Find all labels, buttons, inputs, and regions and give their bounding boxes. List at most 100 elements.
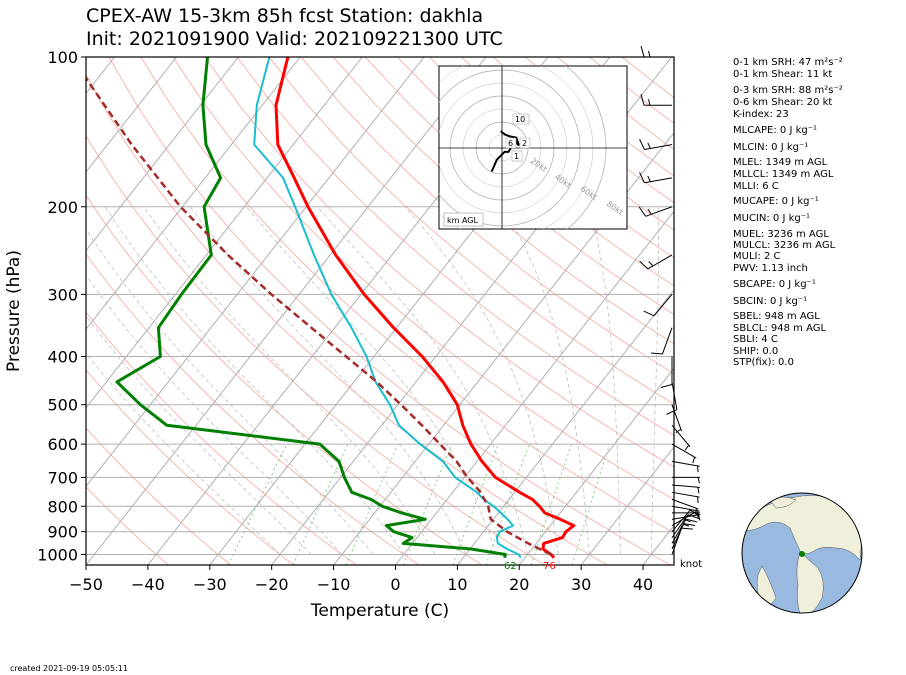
index-line: PWV: 1.13 inch xyxy=(733,263,808,274)
moist-adiabat xyxy=(589,206,621,555)
x-tick-label: 30 xyxy=(571,575,591,594)
wind-barb xyxy=(638,206,673,217)
created-timestamp: created 2021-09-19 05:05:11 xyxy=(10,664,128,673)
wind-barb xyxy=(671,491,700,504)
wind-barb xyxy=(643,294,673,317)
index-line: SBCAPE: 0 J kg⁻¹ xyxy=(733,279,816,290)
profile-lines xyxy=(86,57,576,559)
chart-title-line-2: Init: 2021091900 Valid: 202109221300 UTC xyxy=(86,28,503,50)
dry-adiabat xyxy=(140,57,674,534)
x-tick-label: 20 xyxy=(509,575,529,594)
wind-barb xyxy=(651,327,673,355)
station-marker xyxy=(799,551,805,557)
wind-barb xyxy=(671,518,698,544)
hodograph-height-label: 1 xyxy=(514,152,519,161)
x-tick-label: 10 xyxy=(447,575,467,594)
index-line: STP(fix): 0.0 xyxy=(733,357,794,368)
index-line: MLCIN: 0 J kg⁻¹ xyxy=(733,142,809,153)
index-line: MLLCL: 1349 m AGL xyxy=(733,169,834,180)
dry-adiabat xyxy=(86,134,545,565)
moist-adiabat xyxy=(246,206,497,555)
isotherm xyxy=(86,57,177,173)
hodograph-height-label: 6 xyxy=(508,139,513,148)
moist-adiabat xyxy=(143,206,436,555)
dry-adiabat xyxy=(86,194,483,565)
index-line: SBLI: 4 C xyxy=(733,334,778,345)
dewpoint-line xyxy=(115,57,507,559)
isotherm xyxy=(86,57,363,409)
dry-adiabat xyxy=(268,57,674,405)
mixing-ratio-line xyxy=(571,443,611,565)
moist-adiabat xyxy=(86,352,281,555)
wetbulb-line xyxy=(253,57,522,559)
globe-locator xyxy=(741,492,863,614)
dry-adiabat xyxy=(86,369,295,565)
wind-barbs xyxy=(638,45,701,555)
index-line: 0-1 km SRH: 47 m²s⁻² xyxy=(733,57,843,68)
wind-barb xyxy=(640,94,672,106)
wind-barb xyxy=(672,476,700,484)
index-line: MULCL: 3236 m AGL xyxy=(733,240,836,251)
index-line: MLEL: 1349 m AGL xyxy=(733,157,828,168)
x-tick-label: −50 xyxy=(69,575,103,594)
isotherm xyxy=(580,446,674,565)
wind-barb xyxy=(671,505,700,517)
chart-title-line-1: CPEX-AW 15-3km 85h fcst Station: dakhla xyxy=(86,5,484,27)
index-line: MUEL: 3236 m AGL xyxy=(733,229,829,240)
moist-adiabat xyxy=(86,274,343,555)
y-tick-label: 200 xyxy=(47,198,78,217)
parcel-line xyxy=(86,76,552,556)
wind-barb xyxy=(640,45,672,58)
wind-barb xyxy=(671,460,700,473)
mixing-ratio-line xyxy=(485,443,530,565)
y-tick-label: 300 xyxy=(47,285,78,304)
knot-unit-label: knot xyxy=(680,559,703,570)
plot-frame xyxy=(85,56,675,566)
index-line: 0-6 km Shear: 20 kt xyxy=(733,97,833,108)
mixing-ratio-line xyxy=(530,443,573,565)
dry-adiabat xyxy=(364,57,674,316)
hodograph-label: km AGL xyxy=(447,216,479,225)
dry-adiabat xyxy=(172,57,674,501)
isotherm xyxy=(86,57,301,330)
isotherm xyxy=(86,57,487,565)
y-tick-label: 700 xyxy=(47,468,78,487)
x-tick-label: 40 xyxy=(633,575,653,594)
wind-barb xyxy=(639,138,673,150)
wind-barb xyxy=(671,424,691,451)
dry-adiabat xyxy=(396,57,674,287)
moist-adiabat xyxy=(317,206,528,555)
index-line: MLCAPE: 0 J kg⁻¹ xyxy=(733,125,818,136)
index-line: MLLI: 6 C xyxy=(733,181,779,192)
surface-temp-label: 76 xyxy=(543,561,556,572)
surface-dewpoint-label: 62 xyxy=(504,561,517,572)
wind-barb xyxy=(671,404,683,434)
hodograph-height-label: 2 xyxy=(522,139,527,148)
x-axis-label: Temperature (C) xyxy=(310,601,449,621)
y-tick-label: 500 xyxy=(47,396,78,415)
isotherm xyxy=(456,289,674,565)
wind-barb xyxy=(639,172,673,184)
mixing-ratio-line xyxy=(345,443,399,565)
index-line: MULI: 2 C xyxy=(733,251,781,262)
index-line: MUCIN: 0 J kg⁻¹ xyxy=(733,213,811,224)
background-lines xyxy=(86,57,674,565)
index-line: SBEL: 948 m AGL xyxy=(733,311,820,322)
y-tick-label: 1000 xyxy=(37,545,78,564)
y-tick-label: 400 xyxy=(47,348,78,367)
dry-adiabat xyxy=(86,311,357,565)
mixing-ratio-line xyxy=(403,443,453,565)
wind-barb xyxy=(671,484,700,494)
x-tick-label: −40 xyxy=(131,575,165,594)
index-line: SBCIN: 0 J kg⁻¹ xyxy=(733,296,808,307)
dry-adiabat xyxy=(86,486,169,565)
wind-barb xyxy=(666,381,678,415)
isotherm xyxy=(518,367,674,565)
moist-adiabat xyxy=(651,206,659,555)
isotherm xyxy=(86,57,425,488)
index-line: SBLCL: 948 m AGL xyxy=(733,323,827,334)
wind-barb xyxy=(671,498,699,515)
dry-adiabat xyxy=(86,427,232,565)
isotherm xyxy=(86,57,239,252)
